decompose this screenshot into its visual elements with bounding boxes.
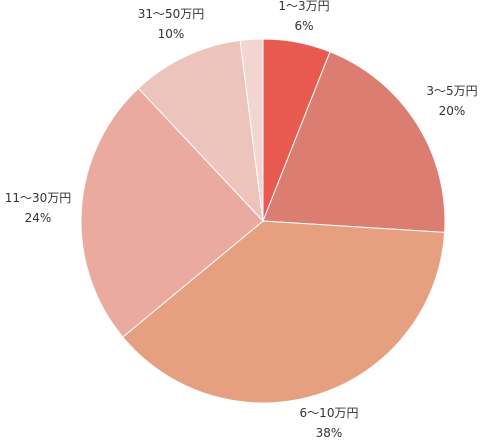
slice-value-label-4: 24% xyxy=(25,211,52,225)
slice-label-4: 11〜30万円 xyxy=(5,191,72,205)
pie-slice-6 xyxy=(239,38,264,222)
pie-slice-3 xyxy=(122,220,446,404)
pie-slice-2 xyxy=(262,51,446,233)
pie-slice-4 xyxy=(80,87,264,338)
pie-slice-5 xyxy=(137,39,264,223)
pie-labels: 1〜3万円 6% 3〜5万円 20% 6〜10万円 38% 11〜30万円 24% 31〜50万… xyxy=(5,0,478,440)
slice-value-label-5: 10% xyxy=(158,27,185,41)
slice-label-5: 31〜50万円 xyxy=(138,7,205,21)
slice-value-label-1: 6% xyxy=(294,19,313,33)
slice-label-1: 1〜3万円 xyxy=(278,0,329,13)
slice-label-2: 3〜5万円 xyxy=(426,84,477,98)
slice-label-3: 6〜10万円 xyxy=(300,406,359,420)
slice-value-label-3: 38% xyxy=(316,426,343,440)
pie-slices xyxy=(80,38,446,404)
slice-value-label-2: 20% xyxy=(439,104,466,118)
